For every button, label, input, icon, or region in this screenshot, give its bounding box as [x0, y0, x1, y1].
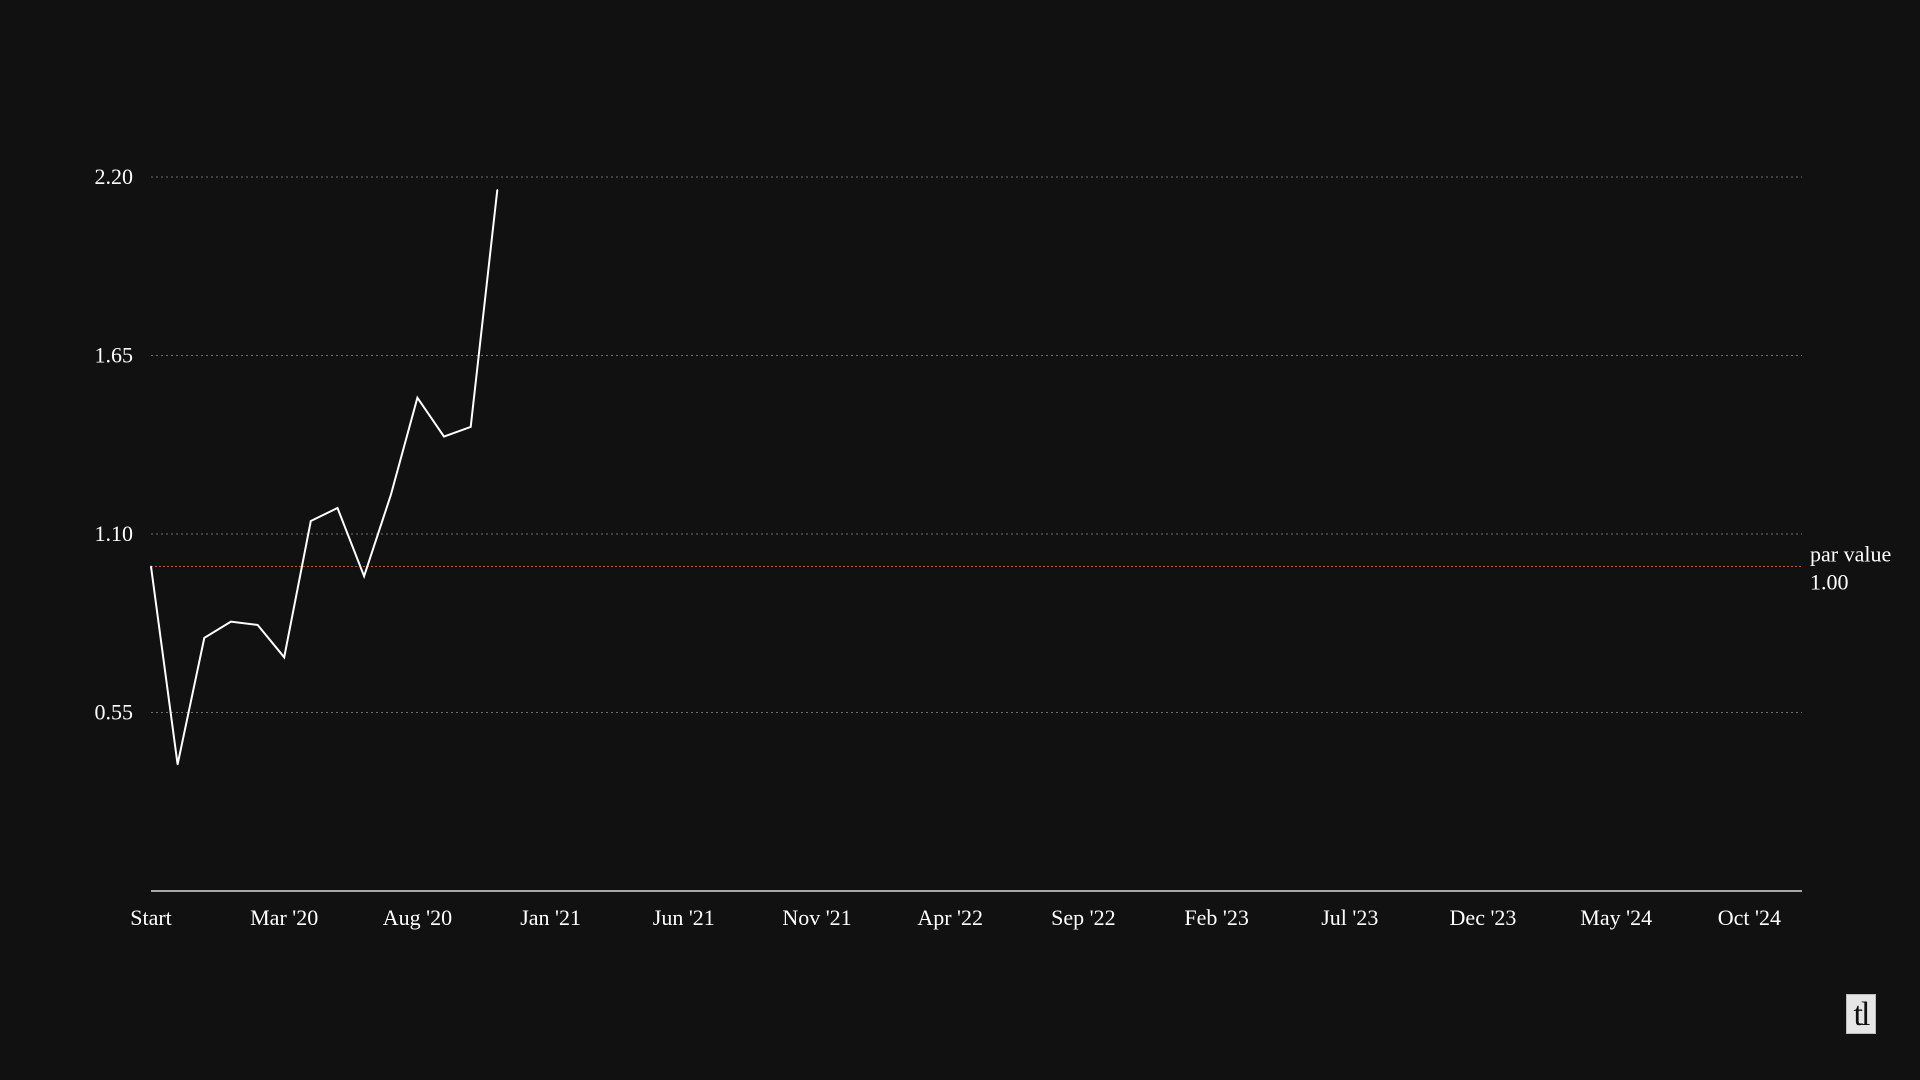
data-point: [150, 565, 152, 568]
data-point: [176, 763, 179, 766]
x-tick-label: Aug '20: [383, 905, 452, 930]
gridlines: [151, 176, 1802, 713]
par-value-label: par value: [1810, 541, 1891, 566]
logo: tl: [1846, 994, 1876, 1034]
x-tick-label: Jan '21: [520, 905, 581, 930]
x-tick-label: Apr '22: [917, 905, 983, 930]
x-tick-label: Sep '22: [1051, 905, 1115, 930]
x-tick-label: Oct '24: [1718, 905, 1781, 930]
data-point: [336, 507, 339, 509]
x-tick-label: Mar '20: [250, 905, 318, 930]
data-point: [389, 494, 392, 496]
y-tick-label: 1.10: [95, 521, 134, 546]
series-group: [150, 189, 499, 766]
y-tick-label: 2.20: [95, 164, 134, 189]
tick-labels: 0.55 1.10 1.65 2.20 Start Mar '20 Aug '20 Jan '…: [95, 164, 1782, 930]
data-point: [203, 637, 206, 639]
data-point: [363, 575, 365, 577]
x-tick-label: Nov '21: [782, 905, 851, 930]
x-tick-label: Dec '23: [1450, 905, 1517, 930]
data-point: [496, 189, 499, 191]
data-point: [443, 435, 445, 438]
x-tick-label: May '24: [1580, 905, 1652, 930]
data-point: [256, 624, 259, 626]
y-tick-label: 1.65: [95, 343, 134, 368]
x-tick-label: Jun '21: [653, 905, 715, 930]
data-point: [469, 426, 472, 428]
x-tick-label: Start: [130, 905, 172, 930]
par-value-amount: 1.00: [1810, 569, 1849, 594]
reference-line-group: par value 1.00: [151, 541, 1891, 594]
y-tick-label: 0.55: [95, 700, 134, 725]
data-point: [230, 620, 232, 623]
x-tick-label: Jul '23: [1321, 905, 1378, 930]
data-point: [310, 520, 312, 522]
data-point: [416, 396, 419, 399]
data-point: [283, 656, 286, 659]
x-tick-label: Feb '23: [1184, 905, 1248, 930]
series-line: [150, 189, 499, 765]
